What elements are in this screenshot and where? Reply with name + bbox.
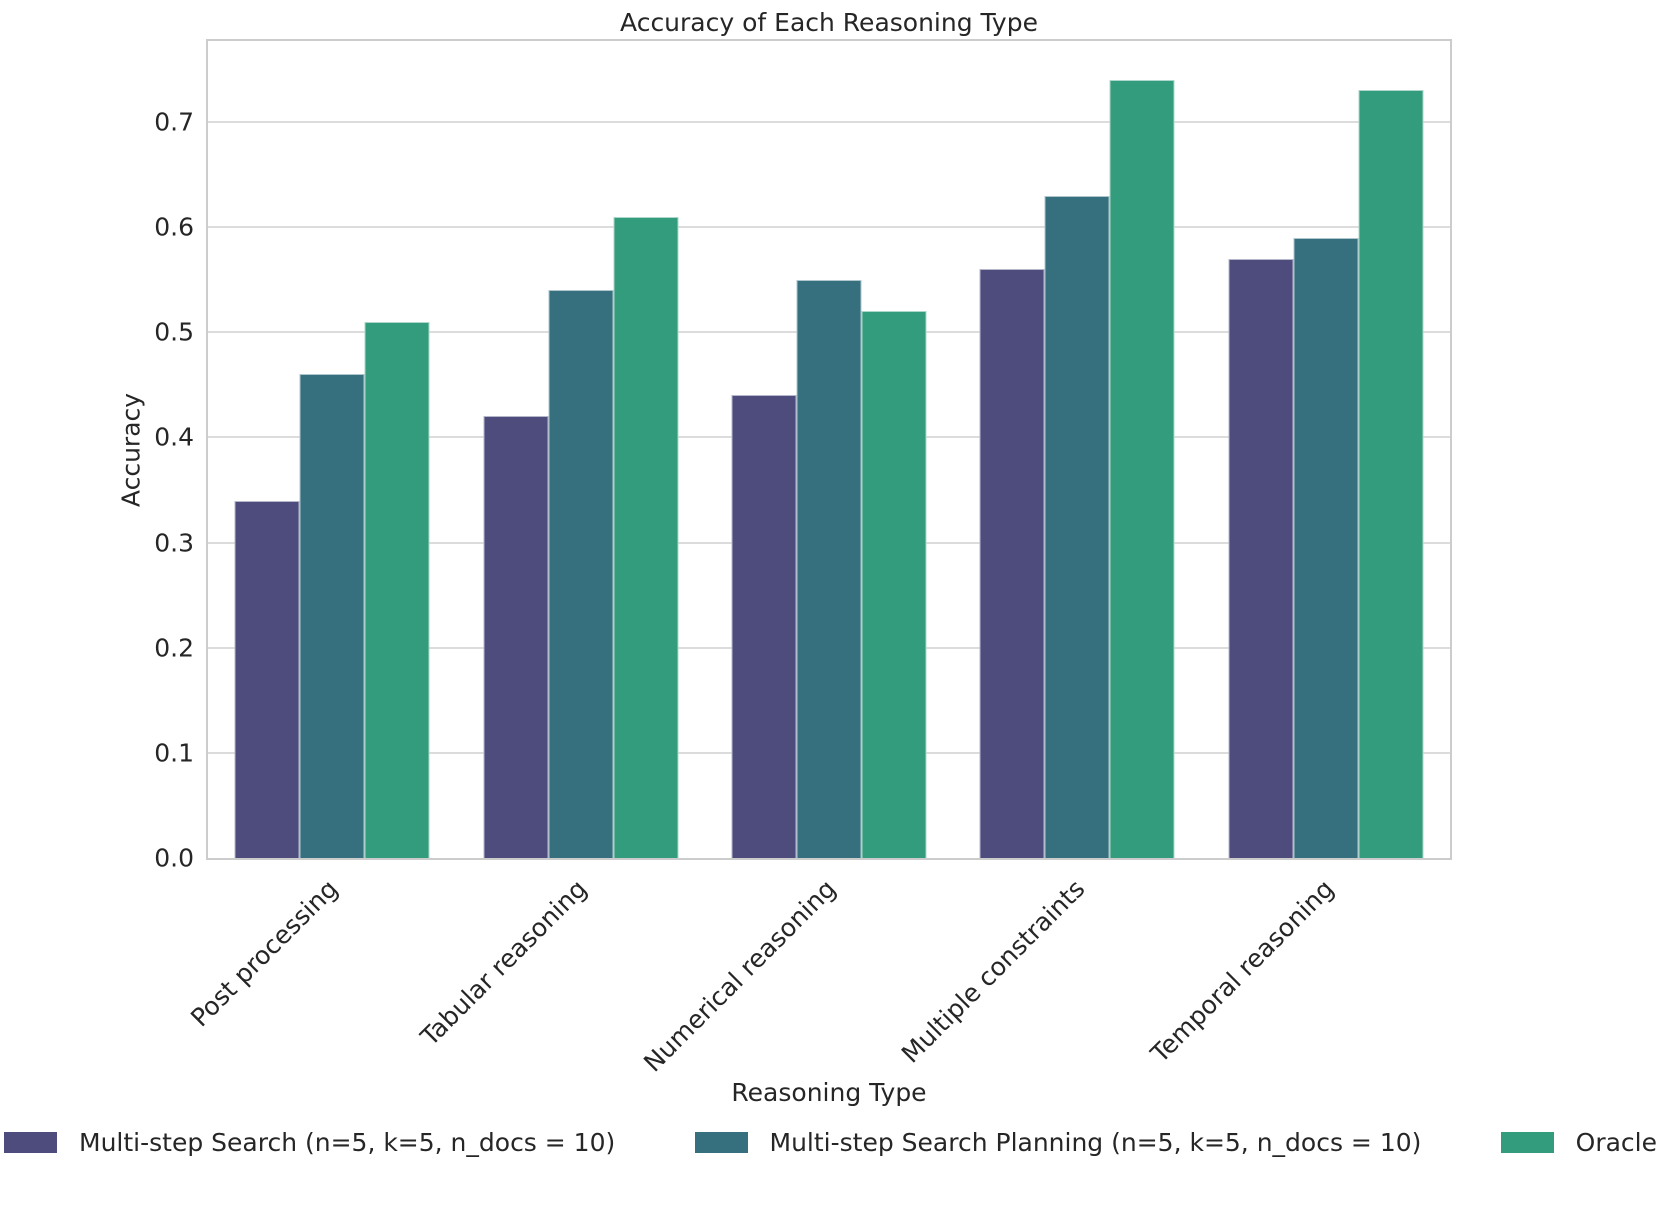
bar xyxy=(1358,90,1424,858)
gridline xyxy=(208,226,1450,229)
legend-swatch xyxy=(694,1131,748,1153)
bar-group xyxy=(483,41,679,858)
x-tick-label: Post processing xyxy=(184,874,344,1033)
y-tick-label: 0.5 xyxy=(154,317,194,347)
legend-label: Multi-step Search (n=5, k=5, n_docs = 10… xyxy=(79,1127,616,1157)
bar xyxy=(861,311,927,858)
bar xyxy=(548,290,614,858)
y-tick-label: 0.6 xyxy=(154,212,194,242)
bar xyxy=(1044,195,1110,858)
x-axis-tick-labels: Post processing Tabular reasoning Numerica… xyxy=(185,860,1452,1077)
y-tick-label: 0.2 xyxy=(154,633,194,663)
legend: Multi-step Search (n=5, k=5, n_docs = 10… xyxy=(0,1120,1661,1164)
legend-swatch xyxy=(1500,1131,1554,1153)
legend-entry: Multi-step Search Planning (n=5, k=5, n_… xyxy=(694,1127,1422,1157)
bar-group xyxy=(731,41,927,858)
legend-label: Multi-step Search Planning (n=5, k=5, n_… xyxy=(769,1127,1422,1157)
bar xyxy=(1228,258,1294,858)
bar xyxy=(613,216,679,858)
x-tick-label: Multiple constraints xyxy=(896,874,1091,1069)
x-tick-label: Numerical reasoning xyxy=(638,874,842,1078)
bar xyxy=(299,374,365,858)
bar xyxy=(796,279,862,858)
bar-group xyxy=(979,41,1175,858)
legend-entry: Multi-step Search (n=5, k=5, n_docs = 10… xyxy=(4,1128,615,1157)
chart-title: Accuracy of Each Reasoning Type xyxy=(620,8,1038,37)
plot-area: 0.0 0.1 0.2 0.3 0.4 0.5 0.6 0.7 xyxy=(154,39,1452,871)
bar xyxy=(234,500,300,858)
legend-swatch xyxy=(4,1131,57,1153)
y-tick-label: 0.1 xyxy=(154,738,194,768)
legend-label: Oracle xyxy=(1575,1127,1657,1157)
gridline xyxy=(208,120,1450,123)
y-tick-label: 0.3 xyxy=(154,528,194,558)
bar xyxy=(1293,237,1359,858)
bar-group xyxy=(1228,41,1424,858)
y-tick-label: 0.7 xyxy=(154,107,194,137)
y-tick-label: 0.4 xyxy=(154,422,194,452)
bar xyxy=(1109,79,1175,858)
x-tick-label: Tabular reasoning xyxy=(414,874,593,1052)
x-tick-label: Temporal reasoning xyxy=(1145,874,1340,1069)
bar xyxy=(979,269,1045,858)
bar xyxy=(731,395,797,858)
x-axis-label: Reasoning Type xyxy=(731,1078,927,1107)
bar-group xyxy=(234,41,430,858)
legend-entry: Oracle xyxy=(1500,1127,1657,1157)
bar xyxy=(483,416,549,858)
y-tick-label: 0.0 xyxy=(154,843,194,873)
bar xyxy=(364,321,430,858)
y-axis-label: Accuracy xyxy=(116,392,146,508)
